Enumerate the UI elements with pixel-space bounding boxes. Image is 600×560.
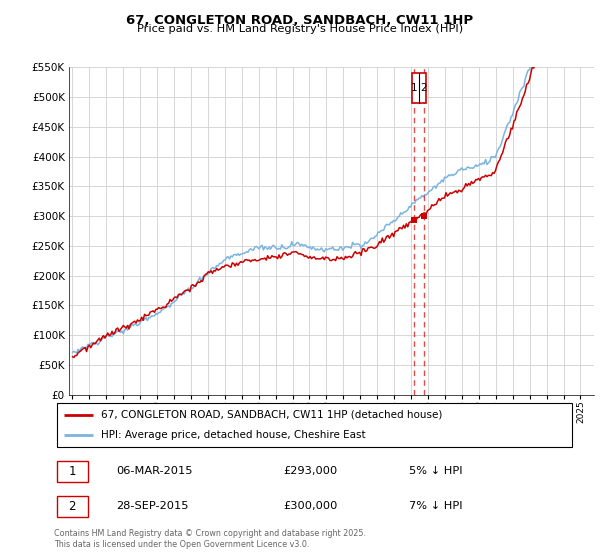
Text: 2: 2 [68, 500, 76, 512]
FancyBboxPatch shape [56, 496, 88, 516]
Text: 1: 1 [410, 83, 417, 93]
Text: 28-SEP-2015: 28-SEP-2015 [116, 501, 189, 511]
Text: £300,000: £300,000 [284, 501, 338, 511]
Text: Price paid vs. HM Land Registry's House Price Index (HPI): Price paid vs. HM Land Registry's House … [137, 24, 463, 34]
Bar [412, 73, 425, 103]
FancyBboxPatch shape [56, 403, 572, 447]
Text: 06-MAR-2015: 06-MAR-2015 [116, 466, 193, 476]
Text: £293,000: £293,000 [284, 466, 338, 476]
Text: 5% ↓ HPI: 5% ↓ HPI [409, 466, 463, 476]
FancyBboxPatch shape [56, 460, 88, 482]
Text: Contains HM Land Registry data © Crown copyright and database right 2025.
This d: Contains HM Land Registry data © Crown c… [54, 529, 366, 549]
Text: 67, CONGLETON ROAD, SANDBACH, CW11 1HP: 67, CONGLETON ROAD, SANDBACH, CW11 1HP [127, 14, 473, 27]
Text: HPI: Average price, detached house, Cheshire East: HPI: Average price, detached house, Ches… [101, 430, 365, 440]
Text: 7% ↓ HPI: 7% ↓ HPI [409, 501, 463, 511]
Text: 2: 2 [421, 83, 427, 93]
Text: 67, CONGLETON ROAD, SANDBACH, CW11 1HP (detached house): 67, CONGLETON ROAD, SANDBACH, CW11 1HP (… [101, 409, 442, 419]
Text: 1: 1 [68, 465, 76, 478]
